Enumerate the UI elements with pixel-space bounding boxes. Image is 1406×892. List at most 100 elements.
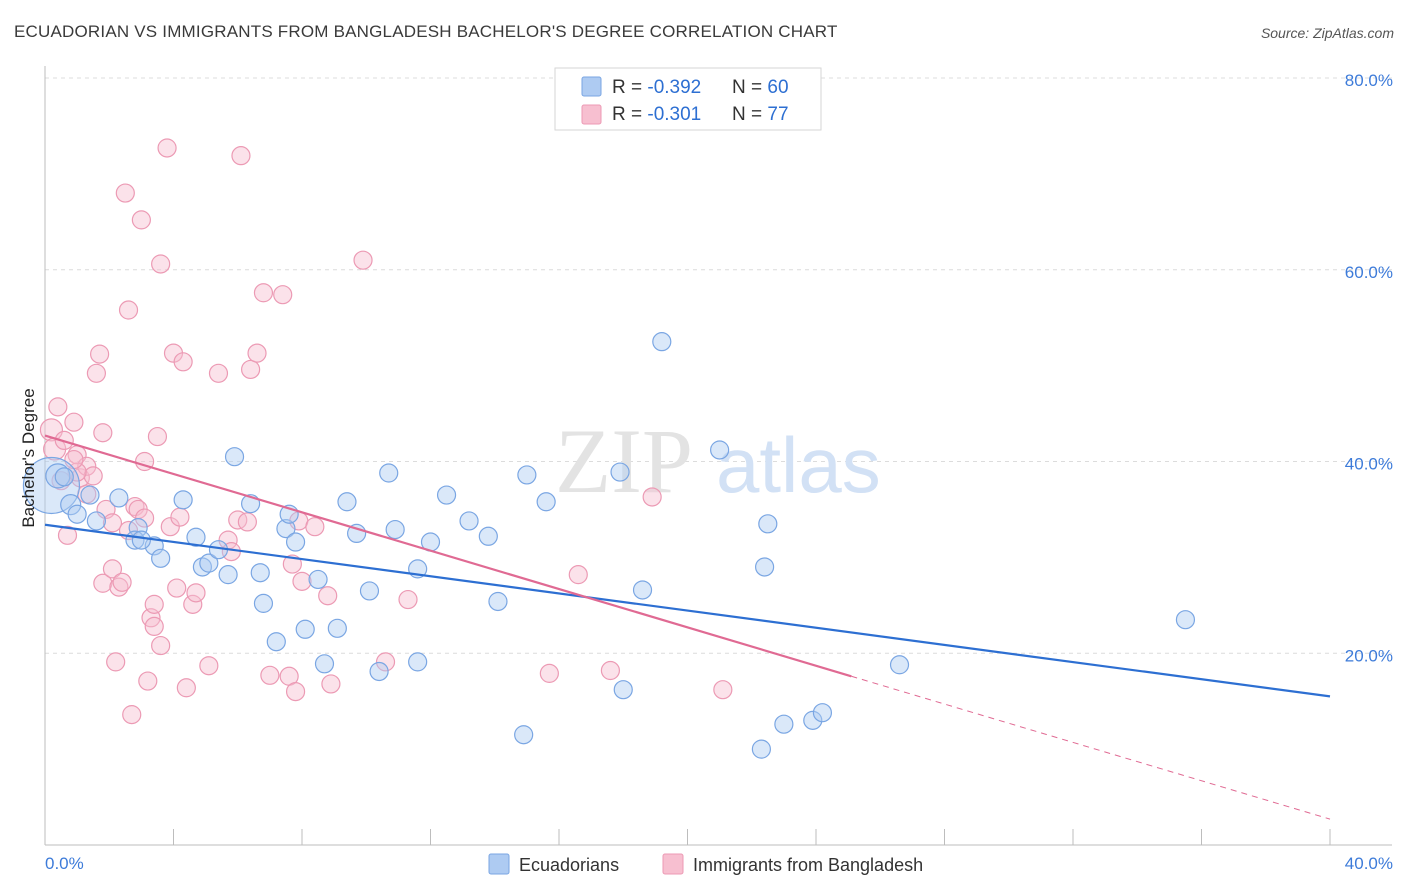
legend-n-label-blue: N = xyxy=(732,77,767,98)
ecuadorian-point xyxy=(514,725,534,745)
bangladesh-point xyxy=(170,507,190,527)
ecuadorian-point xyxy=(250,563,270,583)
bangladesh-point xyxy=(282,554,302,574)
ecuadorian-point xyxy=(327,618,347,638)
bangladesh-point xyxy=(173,352,193,372)
bangladesh-point xyxy=(131,210,151,230)
tick-labels: 20.0% 40.0% 60.0% 80.0% 0.0% 40.0% xyxy=(45,71,1393,873)
bangladesh-point xyxy=(208,363,229,383)
ecuadorian-point xyxy=(632,580,653,600)
ecuadorian-point xyxy=(379,463,399,483)
bottom-legend-label-ecuadorians: Ecuadorians xyxy=(519,855,619,875)
bangladesh-point xyxy=(183,594,203,614)
ecuadorian-point xyxy=(517,465,537,485)
ecuadorian-point xyxy=(436,485,457,505)
bangladesh-point xyxy=(57,525,78,545)
bottom-legend: Ecuadorians Immigrants from Bangladesh xyxy=(488,853,923,875)
y-tick-label: 60.0% xyxy=(1345,263,1393,282)
ecuadorian-point xyxy=(80,485,100,505)
ecuadorian-point xyxy=(774,714,794,734)
bangladesh-point xyxy=(321,674,341,694)
ecuadorian-point xyxy=(131,530,151,550)
ecuadorian-point xyxy=(308,569,328,590)
bangladesh-point xyxy=(106,652,126,672)
bangladesh-point xyxy=(285,681,306,702)
ecuadorian-point xyxy=(408,652,428,672)
watermark-atlas: atlas xyxy=(716,421,881,509)
ecuadorian-point xyxy=(45,463,71,489)
bangladesh-point xyxy=(318,586,338,606)
bangladesh-point xyxy=(122,705,142,725)
legend-n-value-pink: 77 xyxy=(767,104,788,125)
ecuadorian-point xyxy=(610,462,630,482)
svg-text:N = 60: N = 60 xyxy=(732,77,789,98)
ecuadorian-point xyxy=(758,514,778,534)
ecuadorian-point xyxy=(369,661,389,682)
bangladesh-point xyxy=(112,572,132,592)
bangladesh-point xyxy=(231,146,251,166)
ecuadorian-point xyxy=(536,492,556,512)
watermark: ZIP atlas xyxy=(555,410,881,512)
bangladesh-point xyxy=(260,665,280,685)
bangladesh-point xyxy=(118,300,139,320)
ecuadorian-point xyxy=(889,655,910,675)
gridlines xyxy=(45,77,1392,654)
legend-r-value-pink: -0.301 xyxy=(647,104,701,125)
bangladesh-point xyxy=(241,359,261,380)
y-axis-label: Bachelor's Degree xyxy=(19,388,38,527)
legend: R = -0.392 N = 60 R = -0.301 N = 77 xyxy=(554,67,822,131)
bangladesh-point xyxy=(134,508,155,528)
watermark-zip: ZIP xyxy=(555,410,693,512)
ecuadorian-point xyxy=(295,619,315,639)
bangladesh-point xyxy=(600,660,621,681)
bangladesh-point xyxy=(353,250,373,270)
ecuadorian-point xyxy=(253,593,274,613)
ecuadorian-point xyxy=(224,447,245,467)
ecuadorian-point xyxy=(186,527,206,547)
bangladesh-point xyxy=(292,571,312,591)
bangladesh-point xyxy=(102,559,123,579)
series-ecuadorians-points xyxy=(22,332,1196,759)
svg-text:R = -0.301: R = -0.301 xyxy=(612,104,701,125)
bottom-legend-swatch-pink xyxy=(662,853,684,875)
bangladesh-point xyxy=(247,343,267,363)
y-tick-label: 20.0% xyxy=(1345,646,1393,665)
trend-line-ecuadorians xyxy=(44,523,1331,698)
bangladesh-point xyxy=(398,589,418,610)
legend-r-value-blue: -0.392 xyxy=(647,77,701,98)
bangladesh-point xyxy=(568,565,588,585)
svg-text:R = -0.392: R = -0.392 xyxy=(612,77,701,98)
ecuadorian-point xyxy=(359,581,380,601)
bangladesh-point xyxy=(144,594,164,614)
ecuadorian-point xyxy=(459,511,479,531)
bangladesh-point xyxy=(151,254,171,274)
legend-r-label-pink: R = xyxy=(612,104,647,125)
bangladesh-point xyxy=(176,678,196,698)
legend-swatch-pink xyxy=(581,104,602,125)
ecuadorian-point xyxy=(385,519,405,540)
svg-text:N = 77: N = 77 xyxy=(732,104,789,125)
bangladesh-point xyxy=(273,285,293,305)
bottom-legend-swatch-blue xyxy=(488,853,510,875)
bangladesh-point xyxy=(237,512,257,532)
bangladesh-point xyxy=(64,412,84,432)
ecuadorian-point xyxy=(218,565,238,585)
ecuadorian-point xyxy=(812,703,833,723)
bangladesh-point xyxy=(102,513,123,533)
ecuadorian-point xyxy=(86,511,107,531)
ecuadorian-point xyxy=(652,332,672,352)
ecuadorian-point xyxy=(314,654,335,674)
y-tick-label: 40.0% xyxy=(1345,455,1393,474)
bangladesh-point xyxy=(86,363,107,383)
ecuadorian-point xyxy=(67,504,87,524)
ecuadorian-point xyxy=(337,492,357,512)
chart-title: ECUADORIAN VS IMMIGRANTS FROM BANGLADESH… xyxy=(14,22,838,41)
y-tick-label: 80.0% xyxy=(1345,71,1393,90)
ecuadorian-point xyxy=(60,494,82,516)
bangladesh-point xyxy=(713,680,733,700)
bangladesh-point xyxy=(157,138,177,158)
ecuadorian-point xyxy=(478,526,498,546)
source-note: Source: ZipAtlas.com xyxy=(1260,25,1394,41)
bangladesh-point xyxy=(160,517,180,537)
